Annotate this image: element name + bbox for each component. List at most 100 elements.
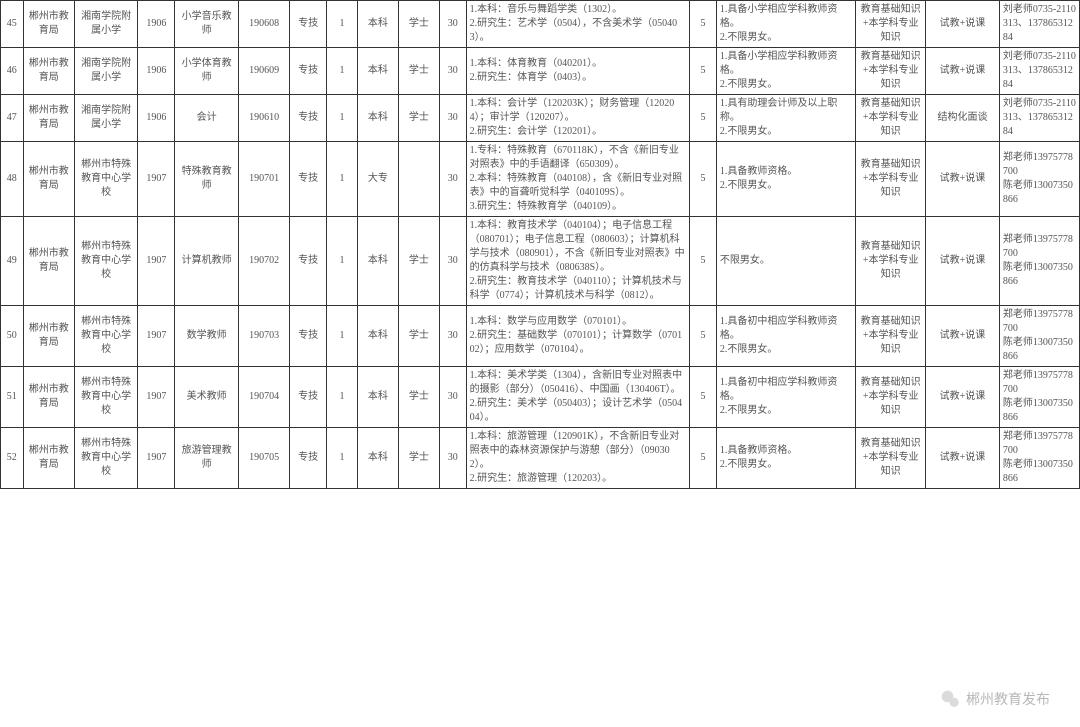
table-cell: 本科 [357, 217, 398, 306]
table-cell: 1906 [138, 95, 175, 142]
table-cell: 45 [1, 1, 24, 48]
table-cell: 5 [690, 95, 717, 142]
table-cell: 1.具备小学相应学科教师资格。2.不限男女。 [716, 1, 855, 48]
table-cell: 教育基础知识+本学科专业知识 [856, 48, 926, 95]
table-cell: 30 [439, 142, 466, 217]
table-cell: 1.专科：特殊教育（670118K），不含《新旧专业对照表》中的手语翻译（650… [466, 142, 690, 217]
table-row: 49郴州市教育局郴州市特殊教育中心学校1907计算机教师190702专技1本科学… [1, 217, 1080, 306]
table-cell: 1.具备小学相应学科教师资格。2.不限男女。 [716, 48, 855, 95]
table-cell: 1.本科：音乐与舞蹈学类（1302）。2.研究生：艺术学（0504），不含美术学… [466, 1, 690, 48]
table-cell: 47 [1, 95, 24, 142]
table-cell: 190608 [238, 1, 289, 48]
table-cell: 数学教师 [175, 306, 239, 367]
table-cell: 学士 [398, 217, 439, 306]
table-cell: 湘南学院附属小学 [74, 48, 138, 95]
table-cell: 试教+说课 [926, 428, 1000, 489]
table-cell: 1.本科：教育技术学（040104）；电子信息工程（080701）；电子信息工程… [466, 217, 690, 306]
table-cell: 学士 [398, 1, 439, 48]
table-row: 52郴州市教育局郴州市特殊教育中心学校1907旅游管理教师190705专技1本科… [1, 428, 1080, 489]
table-cell: 本科 [357, 1, 398, 48]
table-cell: 1907 [138, 428, 175, 489]
table-cell: 5 [690, 306, 717, 367]
table-cell: 190704 [238, 367, 289, 428]
table-cell: 试教+说课 [926, 48, 1000, 95]
table-cell: 郴州市教育局 [23, 428, 74, 489]
table-row: 48郴州市教育局郴州市特殊教育中心学校1907特殊教育教师190701专技1大专… [1, 142, 1080, 217]
table-cell: 本科 [357, 306, 398, 367]
table-cell: 5 [690, 428, 717, 489]
wechat-icon [940, 689, 960, 709]
table-cell: 专技 [290, 95, 327, 142]
table-cell: 郴州市特殊教育中心学校 [74, 367, 138, 428]
table-cell: 49 [1, 217, 24, 306]
table-cell: 5 [690, 367, 717, 428]
table-cell: 刘老师0735-2110313、13786531284 [999, 95, 1079, 142]
table-cell: 郴州市教育局 [23, 142, 74, 217]
watermark-text: 郴州教育发布 [966, 689, 1050, 709]
table-cell: 30 [439, 1, 466, 48]
recruitment-table: 45郴州市教育局湘南学院附属小学1906小学音乐教师190608专技1本科学士3… [0, 0, 1080, 489]
table-cell: 190701 [238, 142, 289, 217]
table-cell: 1907 [138, 142, 175, 217]
table-cell: 5 [690, 142, 717, 217]
table-row: 46郴州市教育局湘南学院附属小学1906小学体育教师190609专技1本科学士3… [1, 48, 1080, 95]
table-cell: 30 [439, 367, 466, 428]
table-cell: 1.具备教师资格。2.不限男女。 [716, 142, 855, 217]
table-cell: 学士 [398, 367, 439, 428]
table-cell: 试教+说课 [926, 367, 1000, 428]
table-cell: 郴州市教育局 [23, 95, 74, 142]
table-cell: 特殊教育教师 [175, 142, 239, 217]
table-cell: 郴州市特殊教育中心学校 [74, 217, 138, 306]
table-cell: 郑老师13975778700陈老师13007350866 [999, 428, 1079, 489]
table-cell: 郑老师13975778700陈老师13007350866 [999, 306, 1079, 367]
table-cell: 专技 [290, 367, 327, 428]
table-cell: 1.具有助理会计师及以上职称。2.不限男女。 [716, 95, 855, 142]
table-cell: 郴州市特殊教育中心学校 [74, 142, 138, 217]
table-cell: 刘老师0735-2110313、13786531284 [999, 48, 1079, 95]
table-cell: 会计 [175, 95, 239, 142]
table-cell: 1907 [138, 217, 175, 306]
table-cell: 1907 [138, 367, 175, 428]
table-cell: 郑老师13975778700陈老师13007350866 [999, 142, 1079, 217]
watermark: 郴州教育发布 [940, 689, 1050, 709]
table-cell: 30 [439, 428, 466, 489]
table-cell: 30 [439, 48, 466, 95]
table-cell: 郴州市教育局 [23, 48, 74, 95]
table-cell: 本科 [357, 428, 398, 489]
table-cell: 学士 [398, 48, 439, 95]
table-cell: 1.具备教师资格。2.不限男女。 [716, 428, 855, 489]
table-cell: 试教+说课 [926, 1, 1000, 48]
table-cell: 教育基础知识+本学科专业知识 [856, 1, 926, 48]
table-cell: 1 [327, 306, 358, 367]
table-cell: 大专 [357, 142, 398, 217]
table-cell: 1906 [138, 48, 175, 95]
table-cell: 郴州市教育局 [23, 306, 74, 367]
table-cell: 郴州市特殊教育中心学校 [74, 306, 138, 367]
table-cell: 190703 [238, 306, 289, 367]
table-cell: 1 [327, 217, 358, 306]
table-cell: 湘南学院附属小学 [74, 95, 138, 142]
table-cell: 30 [439, 95, 466, 142]
table-cell: 190702 [238, 217, 289, 306]
table-cell: 试教+说课 [926, 306, 1000, 367]
table-cell: 1.具备初中相应学科教师资格。2.不限男女。 [716, 306, 855, 367]
table-cell: 计算机教师 [175, 217, 239, 306]
table-cell: 1 [327, 95, 358, 142]
table-cell: 51 [1, 367, 24, 428]
table-cell: 1 [327, 367, 358, 428]
table-cell: 1 [327, 1, 358, 48]
table-cell: 教育基础知识+本学科专业知识 [856, 367, 926, 428]
table-cell: 190705 [238, 428, 289, 489]
table-cell: 学士 [398, 428, 439, 489]
table-cell: 专技 [290, 48, 327, 95]
table-cell: 小学音乐教师 [175, 1, 239, 48]
table-cell: 学士 [398, 306, 439, 367]
table-cell: 1907 [138, 306, 175, 367]
table-cell: 郑老师13975778700陈老师13007350866 [999, 367, 1079, 428]
table-cell: 本科 [357, 95, 398, 142]
table-cell: 专技 [290, 142, 327, 217]
table-cell: 教育基础知识+本学科专业知识 [856, 142, 926, 217]
table-cell: 50 [1, 306, 24, 367]
table-cell: 本科 [357, 48, 398, 95]
table-cell: 教育基础知识+本学科专业知识 [856, 306, 926, 367]
